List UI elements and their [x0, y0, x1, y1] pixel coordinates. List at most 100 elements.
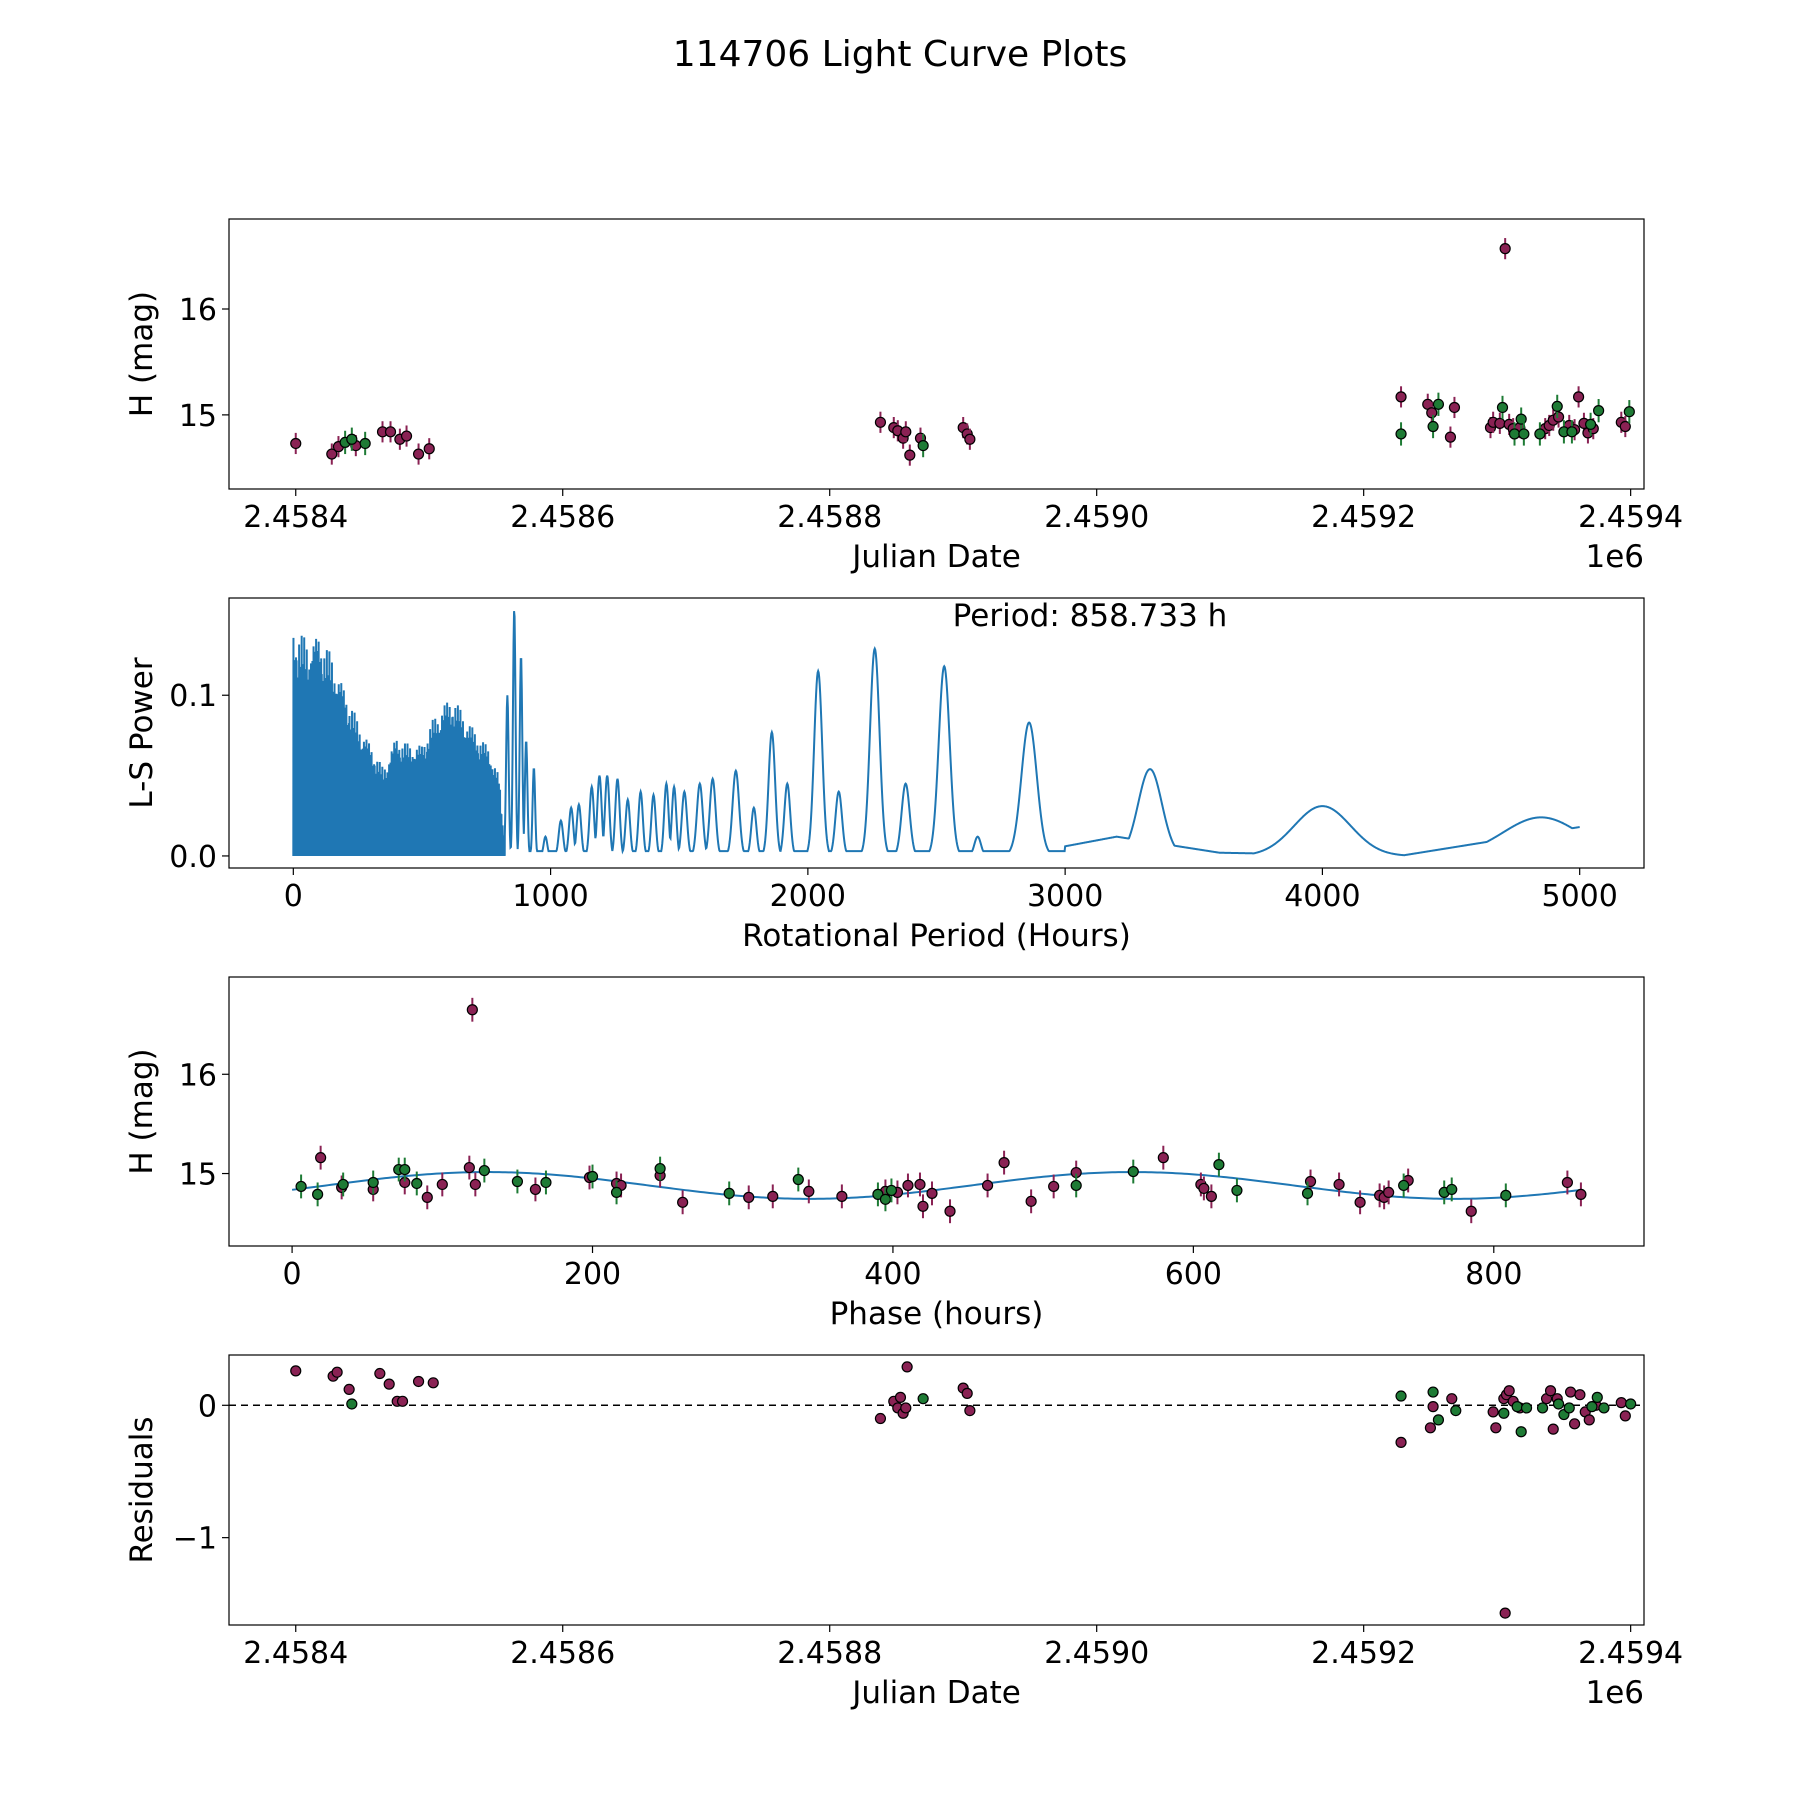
- data-point-green: [1427, 1386, 1439, 1398]
- x-tick-label: 4000: [1284, 879, 1360, 914]
- data-point-green: [367, 1176, 379, 1189]
- x-tick-label: 2.4588: [777, 500, 882, 535]
- data-point-green: [1496, 401, 1509, 414]
- data-point-magenta: [1333, 1178, 1345, 1191]
- data-point-green: [1450, 1404, 1462, 1417]
- data-point-magenta: [902, 1179, 914, 1192]
- data-point-green: [1625, 1398, 1637, 1410]
- y-axis-label: H (mag): [124, 291, 160, 417]
- data-point-magenta: [998, 1157, 1010, 1169]
- lightcurve-panel: 2.4584 2.4586 2.4588 2.4590 2.4592 2.4594 15 16…: [124, 218, 1683, 575]
- x-axis-label: Phase (hours): [830, 1296, 1044, 1332]
- data-point-magenta: [412, 1375, 425, 1388]
- y-tick-label: 15: [179, 399, 217, 434]
- data-point-magenta: [290, 1365, 302, 1377]
- data-point-magenta: [1157, 1152, 1169, 1164]
- data-point-magenta: [374, 1367, 386, 1380]
- data-point-magenta: [901, 1361, 913, 1373]
- data-point-magenta: [1619, 1410, 1631, 1422]
- y-axis-label: L-S Power: [124, 657, 160, 808]
- data-point-magenta: [981, 1179, 994, 1192]
- data-point-magenta: [1395, 391, 1407, 403]
- data-point-green: [346, 433, 358, 445]
- data-point-magenta: [1354, 1196, 1366, 1208]
- data-point-magenta: [677, 1196, 689, 1208]
- data-point-magenta: [1615, 1397, 1627, 1409]
- plot-frame: [228, 1354, 1645, 1626]
- data-point-magenta: [1198, 1182, 1210, 1195]
- data-point-magenta: [421, 1191, 433, 1203]
- x-tick-label: 800: [1465, 1257, 1522, 1292]
- data-point-magenta: [1552, 411, 1565, 423]
- data-point-magenta: [961, 1387, 973, 1399]
- data-point-green: [1500, 1189, 1512, 1201]
- data-point-magenta: [529, 1183, 542, 1196]
- data-point-magenta: [1575, 1188, 1587, 1200]
- data-point-magenta: [1424, 1422, 1437, 1434]
- data-point-green: [1536, 1402, 1549, 1414]
- data-point-magenta: [1490, 1422, 1502, 1434]
- data-point-magenta: [412, 448, 425, 460]
- data-point-magenta: [1572, 391, 1585, 403]
- data-point-magenta: [743, 1191, 755, 1203]
- x-tick-label: 600: [1165, 1257, 1222, 1292]
- data-point-magenta: [1448, 401, 1461, 414]
- x-tick-label: 2.4592: [1311, 500, 1416, 535]
- data-point-green: [1586, 1401, 1598, 1413]
- data-point-magenta: [874, 416, 887, 428]
- y-axis-label: H (mag): [124, 1048, 160, 1174]
- data-point-magenta: [894, 1391, 907, 1403]
- x-tick-label: 0: [283, 1257, 302, 1292]
- figure-title: 114706 Light Curve Plots: [673, 34, 1127, 75]
- data-point-green: [586, 1170, 599, 1183]
- data-point-green: [1591, 1391, 1603, 1403]
- data-point-green: [399, 1163, 411, 1176]
- data-point-magenta: [1426, 407, 1438, 419]
- data-point-magenta: [1564, 1386, 1577, 1398]
- x-axis-label: Rotational Period (Hours): [742, 918, 1131, 954]
- data-point-green: [1395, 1390, 1407, 1402]
- data-point-magenta: [964, 1404, 976, 1417]
- data-point-magenta: [1205, 1190, 1217, 1202]
- data-point-green: [1432, 398, 1445, 410]
- data-point-magenta: [1048, 1180, 1060, 1193]
- data-point-magenta: [1025, 1195, 1037, 1207]
- y-tick-label: 0.0: [169, 840, 217, 875]
- data-point-green: [879, 1193, 892, 1205]
- data-point-magenta: [331, 1366, 343, 1378]
- data-point-magenta: [926, 1187, 938, 1199]
- data-point-green: [1515, 413, 1527, 425]
- data-point-green: [359, 437, 371, 450]
- y-tick-label: 0.1: [169, 679, 217, 714]
- x-offset-label: 1e6: [1585, 1675, 1644, 1711]
- data-point-magenta: [466, 1004, 478, 1016]
- data-point-green: [1623, 406, 1635, 418]
- data-point-magenta: [315, 1152, 327, 1164]
- x-tick-label: 2.4584: [243, 1636, 348, 1671]
- plot-frame: [228, 976, 1645, 1247]
- x-offset-label: 1e6: [1585, 539, 1644, 575]
- data-point-magenta: [384, 426, 397, 438]
- data-point-green: [1070, 1179, 1082, 1192]
- data-point-magenta: [836, 1190, 848, 1202]
- data-point-magenta: [1395, 1436, 1407, 1448]
- data-point-green: [792, 1173, 804, 1186]
- data-point-magenta: [1503, 1385, 1515, 1397]
- data-point-magenta: [1444, 431, 1457, 443]
- x-tick-label: 2.4584: [243, 500, 348, 535]
- data-point-magenta: [1427, 1401, 1439, 1413]
- plot-frame: [228, 218, 1645, 490]
- data-point-green: [1301, 1187, 1314, 1199]
- data-point-magenta: [1494, 417, 1506, 429]
- data-point-magenta: [1583, 1414, 1595, 1426]
- data-point-green: [346, 1398, 358, 1410]
- x-tick-label: 2.4588: [777, 1636, 882, 1671]
- data-point-green: [1432, 1414, 1445, 1426]
- data-point-green: [917, 1393, 929, 1405]
- x-tick-label: 0: [284, 879, 303, 914]
- y-tick-label: 0: [198, 1389, 217, 1424]
- x-tick-label: 2.4594: [1578, 500, 1683, 535]
- data-point-magenta: [383, 1378, 395, 1390]
- data-point-magenta: [343, 1383, 355, 1396]
